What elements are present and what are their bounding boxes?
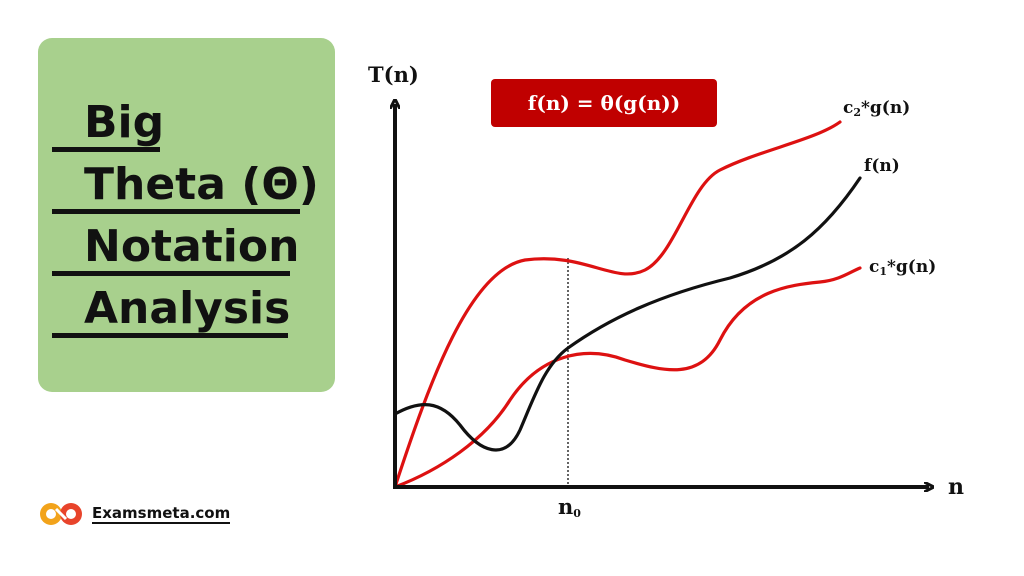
equation-box: f(n) = θ(g(n)) xyxy=(491,79,717,127)
upper-curve-label-prefix: c xyxy=(843,98,854,118)
title-underline-2 xyxy=(52,209,300,214)
upper-curve-label: c2*g(n) xyxy=(843,98,910,119)
title-word-big: Big xyxy=(84,97,165,148)
f-n-curve xyxy=(393,176,862,452)
y-axis-label: T(n) xyxy=(368,62,419,87)
title-line-2: Theta (Θ) xyxy=(52,158,319,220)
title-word-analysis: Analysis xyxy=(84,283,291,334)
lower-curve-label-suffix: *g(n) xyxy=(887,257,937,277)
title-card: Big Theta (Θ) Notation Analysis xyxy=(38,38,335,392)
infinity-logo-icon xyxy=(40,503,82,525)
n0-label-main: n xyxy=(558,494,574,519)
lower-curve-label-prefix: c xyxy=(869,257,880,277)
lower-curve-label: c1*g(n) xyxy=(869,257,936,278)
title-word-theta: Theta (Θ) xyxy=(84,159,319,210)
upper-curve-label-sub: 2 xyxy=(853,106,862,119)
title-line-3: Notation xyxy=(52,220,312,282)
title-underline-1 xyxy=(52,147,160,152)
middle-curve-label: f(n) xyxy=(864,156,900,176)
title-underline-3 xyxy=(52,271,290,276)
n0-label-sub: 0 xyxy=(573,507,581,520)
title-line-4: Analysis xyxy=(52,282,312,344)
title-lines: Big Theta (Θ) Notation Analysis xyxy=(52,96,319,344)
brand[interactable]: Examsmeta.com xyxy=(38,500,231,528)
lower-curve-label-sub: 1 xyxy=(879,265,888,278)
upper-curve-label-suffix: *g(n) xyxy=(861,98,911,118)
upper-bound-curve xyxy=(393,120,842,489)
title-word-notation: Notation xyxy=(84,221,300,272)
title-line-1: Big xyxy=(52,96,312,158)
brand-name[interactable]: Examsmeta.com xyxy=(92,503,231,524)
x-axis-label: n xyxy=(948,474,964,500)
n0-label: n0 xyxy=(558,494,581,520)
lower-bound-curve xyxy=(393,266,862,489)
title-underline-4 xyxy=(52,333,288,338)
